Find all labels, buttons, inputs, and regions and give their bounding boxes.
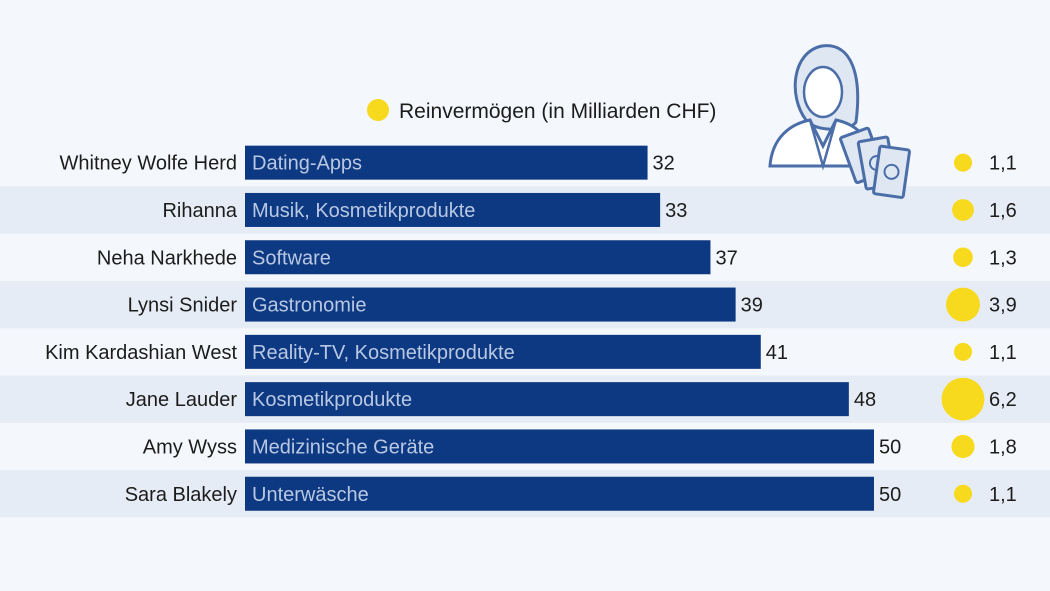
bar (245, 382, 849, 417)
category-label: Rihanna (162, 200, 237, 222)
category-label: Neha Narkhede (97, 247, 237, 269)
net-worth-bubble (953, 484, 973, 503)
industry-label: Software (252, 247, 331, 269)
bar (245, 145, 648, 180)
value-label: 50 (879, 484, 901, 506)
bar (245, 334, 761, 369)
industry-label: Unterwäsche (252, 484, 369, 506)
category-label: Amy Wyss (143, 436, 237, 458)
net-worth-label: 3,9 (989, 295, 1017, 317)
net-worth-bubble (951, 434, 975, 458)
net-worth-bubble (952, 199, 974, 221)
legend-bubble-icon (367, 99, 389, 121)
category-label: Lynsi Snider (128, 295, 238, 317)
net-worth-label: 1,6 (989, 200, 1017, 222)
value-label: 39 (741, 295, 763, 317)
industry-label: Dating-Apps (252, 153, 362, 175)
industry-label: Kosmetikprodukte (252, 389, 412, 411)
bar (245, 192, 661, 227)
bar (245, 240, 711, 275)
value-label: 50 (879, 436, 901, 458)
industry-label: Reality-TV, Kosmetikprodukte (252, 342, 515, 364)
value-label: 33 (665, 200, 687, 222)
industry-label: Medizinische Geräte (252, 436, 434, 458)
industry-label: Gastronomie (252, 295, 367, 317)
bar (245, 287, 736, 322)
net-worth-label: 6,2 (989, 389, 1017, 411)
businesswoman-with-money-icon (768, 44, 911, 199)
net-worth-bubble (946, 287, 980, 322)
legend-label: Reinvermögen (in Milliarden CHF) (399, 100, 716, 123)
net-worth-label: 1,1 (989, 484, 1017, 506)
legend: Reinvermögen (in Milliarden CHF) (367, 99, 716, 123)
category-label: Sara Blakely (125, 484, 237, 506)
bar-rows: Whitney Wolfe Herd Dating-Apps 32 1,1 Rihann… (45, 145, 1017, 511)
value-label: 37 (715, 247, 737, 269)
value-label: 32 (653, 153, 675, 175)
category-label: Kim Kardashian West (45, 342, 237, 364)
bar (245, 429, 874, 464)
value-label: 41 (766, 342, 788, 364)
category-label: Jane Lauder (126, 389, 238, 411)
net-worth-label: 1,1 (989, 342, 1017, 364)
category-label: Whitney Wolfe Herd (60, 153, 237, 175)
value-label: 48 (854, 389, 876, 411)
net-worth-bubble (941, 377, 985, 421)
net-worth-bubble (953, 342, 973, 361)
net-worth-label: 1,1 (989, 153, 1017, 175)
net-worth-bubble (953, 247, 973, 268)
industry-label: Musik, Kosmetikprodukte (252, 200, 475, 222)
net-worth-label: 1,8 (989, 436, 1017, 458)
net-worth-label: 1,3 (989, 247, 1017, 269)
bar (245, 476, 874, 511)
net-worth-bubble (953, 153, 973, 172)
